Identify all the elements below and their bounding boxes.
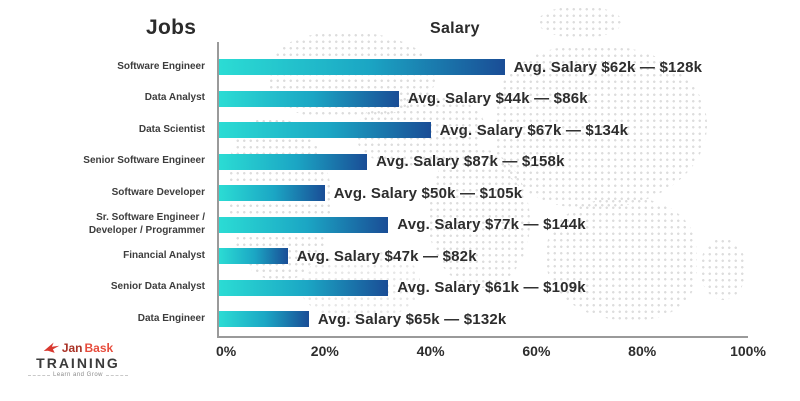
salary-bar [219, 185, 325, 201]
salary-annotation: Avg. Salary $77k — $144k [397, 216, 586, 233]
logo-text-training: TRAINING [36, 355, 120, 371]
bar-row: Software Developer Avg. Salary $50k — $1… [112, 183, 748, 203]
x-axis-ticks: 0% 20% 40% 60% 80% 100% [215, 336, 766, 360]
salary-annotation: Avg. Salary $87k — $158k [376, 153, 565, 170]
plot-area: Software Engineer Avg. Salary $62k — $12… [83, 42, 766, 359]
janbask-logo: Jan Bask TRAINING Learn and Grow [28, 341, 128, 379]
salary-annotation: Avg. Salary $50k — $105k [333, 184, 523, 202]
bar-rows: Software Engineer Avg. Salary $62k — $12… [83, 57, 748, 329]
job-label: Software Engineer [117, 60, 205, 72]
salary-bar [219, 59, 505, 75]
job-label: Software Developer [111, 186, 205, 198]
map-dots-blob [545, 198, 697, 320]
x-tick-label: 20% [310, 343, 339, 359]
bar-row: Data Engineer Avg. Salary $65k — $132k [138, 309, 748, 329]
bar-row: Data Scientist Avg. Salary $67k — $134k [139, 120, 748, 140]
bar-row: Sr. Software Engineer / Developer / Prog… [89, 212, 748, 236]
x-tick-label: 60% [522, 343, 551, 359]
salary-annotation: Avg. Salary $62k — $128k [513, 58, 703, 76]
map-dots-blob [495, 46, 707, 208]
x-tick-label: 0% [215, 343, 237, 359]
job-label: Data Scientist [138, 123, 205, 135]
salary-column-title: Salary [430, 20, 480, 37]
map-dots-blob [428, 148, 530, 288]
map-dots-blob [538, 6, 622, 38]
salary-bar [219, 279, 389, 296]
x-tick-label: 80% [628, 343, 657, 359]
bar-row: Senior Software Engineer Avg. Salary $87… [83, 152, 748, 172]
map-dots-blob [700, 238, 746, 300]
salary-annotation: Avg. Salary $44k — $86k [407, 90, 588, 107]
logo-brand: Jan Bask [28, 341, 128, 354]
x-tick-label: 100% [730, 343, 766, 359]
logo-tagline: Learn and Grow [28, 372, 128, 378]
salary-annotation: Avg. Salary $67k — $134k [439, 121, 629, 139]
salary-annotation: Avg. Salary $65k — $132k [317, 310, 507, 328]
bar-row: Financial Analyst Avg. Salary $47k — $82… [123, 246, 748, 266]
bar-row: Senior Data Analyst Avg. Salary $61k — $… [111, 278, 748, 298]
salary-bar [219, 122, 431, 138]
salary-annotation: Avg. Salary $61k — $109k [397, 279, 586, 296]
job-label: Data Engineer [137, 312, 205, 324]
salary-bar [219, 311, 309, 327]
bar-row: Data Analyst Avg. Salary $44k — $86k [145, 89, 748, 109]
salary-bar [219, 90, 399, 107]
x-tick-label: 40% [416, 343, 445, 359]
logo-text-jan: Jan [61, 340, 83, 355]
job-label: Sr. Software Engineer / Developer / Prog… [88, 212, 205, 236]
logo-text-bask: Bask [84, 340, 114, 355]
salary-bar [219, 153, 368, 170]
job-label: Senior Data Analyst [110, 281, 205, 293]
jobs-column-title: Jobs [146, 16, 197, 39]
job-label: Senior Software Engineer [83, 155, 205, 167]
bar-row: Software Engineer Avg. Salary $62k — $12… [117, 57, 748, 77]
salary-bar [219, 248, 288, 264]
job-label: Financial Analyst [123, 249, 205, 261]
shark-icon [43, 341, 60, 354]
salary-bar [219, 216, 389, 233]
salary-annotation: Avg. Salary $47k — $82k [296, 247, 477, 265]
job-label: Data Analyst [144, 92, 205, 104]
